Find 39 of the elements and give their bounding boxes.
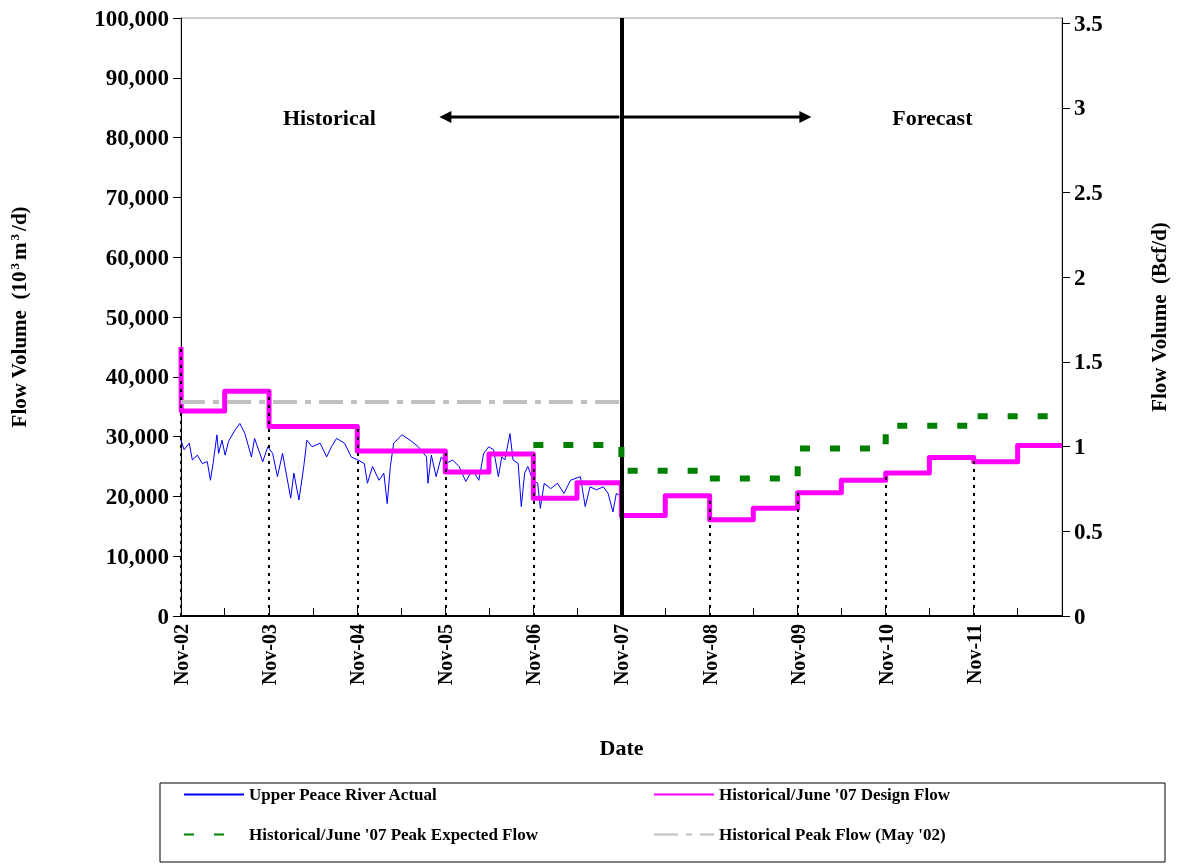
x-tick-label: Nov-05 [434,624,457,686]
y2-tick-label: 0.5 [1074,518,1103,544]
y-tick-label: 50,000 [105,304,169,330]
x-tick-label: Nov-10 [874,624,897,686]
y-tick-label: 10,000 [105,543,169,569]
x-tick-label: Nov-07 [610,624,633,686]
annotation: Forecast [892,104,974,130]
y-tick-label: 40,000 [105,364,169,390]
legend-label: Historical/June '07 Design Flow [719,785,951,804]
x-tick-label: Nov-03 [258,624,281,686]
y-tick-label: 60,000 [105,244,169,270]
x-axis-title: Date [599,734,644,760]
y-tick-label: 70,000 [105,184,169,210]
y2-tick-label: 3.5 [1074,10,1103,36]
y-tick-label: 0 [157,603,169,629]
y-tick-label: 30,000 [105,424,169,450]
x-tick-label: Nov-04 [346,624,369,686]
y-axis-title: Flow Volume (103m3/d) [6,206,31,428]
x-tick-label: Nov-08 [698,624,721,686]
legend-label: Historical/June '07 Peak Expected Flow [249,825,539,844]
x-tick-label: Nov-02 [170,624,192,686]
legend-label: Upper Peace River Actual [249,785,438,804]
y2-tick-label: 1.5 [1074,349,1103,375]
y2-axis-title: Flow Volume (Bcf/d) [1146,222,1171,412]
y-tick-label: 90,000 [105,65,169,91]
y-tick-label: 20,000 [105,483,169,509]
y-tick-label: 80,000 [105,125,169,151]
y2-tick-label: 0 [1074,603,1086,629]
y2-tick-label: 1 [1074,434,1086,460]
line-series [180,422,622,513]
y2-tick-label: 3 [1074,95,1086,121]
y-tick-label: 100,000 [94,5,169,31]
x-tick-label: Nov-09 [786,624,809,686]
x-tick-label: Nov-11 [962,624,985,684]
y2-tick-label: 2.5 [1074,179,1103,205]
legend-label: Historical Peak Flow (May '02) [719,825,946,844]
x-tick-label: Nov-06 [522,624,545,686]
annotation: Historical [282,104,376,130]
y2-tick-label: 2 [1074,264,1086,290]
